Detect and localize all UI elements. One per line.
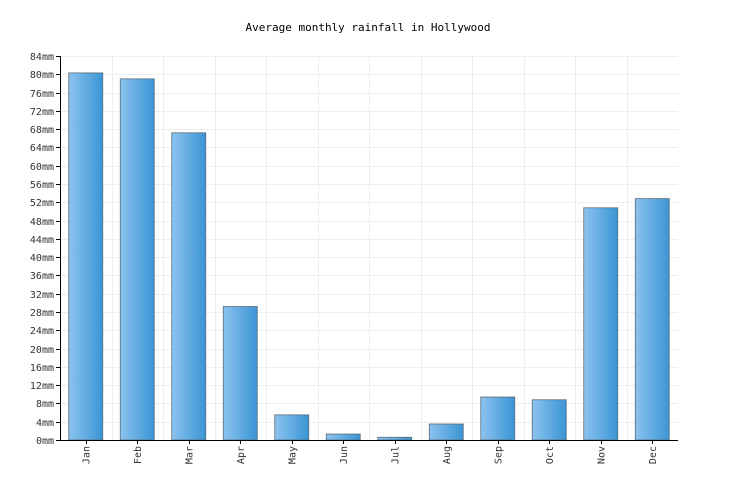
bar-feb <box>119 78 155 441</box>
x-tick-label: Apr <box>236 446 247 464</box>
x-tick-label: May <box>287 446 298 464</box>
x-tick-label: Jan <box>81 446 92 464</box>
y-tick-label: 24mm <box>30 326 54 337</box>
y-tick-label: 72mm <box>30 107 54 118</box>
y-tick-label: 84mm <box>30 52 54 63</box>
axes <box>56 56 678 444</box>
y-tick-label: 76mm <box>30 89 54 100</box>
y-tick-label: 32mm <box>30 290 54 301</box>
x-tick-label: Oct <box>545 446 556 464</box>
x-tick-label: Aug <box>442 446 453 464</box>
bar-jun <box>325 433 361 441</box>
bar-apr <box>222 306 258 441</box>
bar-oct <box>531 399 567 441</box>
y-tick-label: 44mm <box>30 235 54 246</box>
y-tick-label: 28mm <box>30 308 54 319</box>
y-tick-label: 40mm <box>30 253 54 264</box>
bar-nov <box>583 207 619 441</box>
x-tick-label: Jun <box>339 446 350 464</box>
y-tick-label: 20mm <box>30 345 54 356</box>
bar-dec <box>634 198 670 441</box>
y-tick-label: 56mm <box>30 180 54 191</box>
y-tick-label: 68mm <box>30 125 54 136</box>
x-tick-labels: Jan Feb Mar Apr May Jun Jul Aug Sep Oct Nov Dec <box>81 446 659 464</box>
bar-may <box>274 414 310 441</box>
grid-lines <box>60 56 678 440</box>
y-tick-label: 12mm <box>30 381 54 392</box>
y-tick-label: 8mm <box>36 399 54 410</box>
bar-mar <box>171 132 207 441</box>
y-tick-label: 52mm <box>30 198 54 209</box>
y-tick-label: 0mm <box>36 436 54 447</box>
x-tick-label: Nov <box>596 446 607 464</box>
y-tick-label: 64mm <box>30 143 54 154</box>
y-tick-label: 36mm <box>30 271 54 282</box>
bar-jul <box>377 436 413 441</box>
y-tick-label: 60mm <box>30 162 54 173</box>
y-tick-label: 48mm <box>30 217 54 228</box>
bar-sep <box>480 396 516 441</box>
bars <box>68 72 670 441</box>
x-tick-label: Sep <box>493 446 504 464</box>
y-tick-label: 80mm <box>30 70 54 81</box>
bar-jan <box>68 72 104 441</box>
x-tick-label: Jul <box>390 446 401 464</box>
x-tick-label: Mar <box>184 446 195 464</box>
bar-aug <box>428 423 464 441</box>
chart-title: Average monthly rainfall in Hollywood <box>245 21 490 34</box>
x-tick-label: Feb <box>133 446 144 464</box>
y-tick-label: 4mm <box>36 418 54 429</box>
y-tick-labels: 0mm 4mm 8mm 12mm 16mm 20mm 24mm 28mm 32mm 36mm 40m… <box>30 52 54 447</box>
y-tick-label: 16mm <box>30 363 54 374</box>
x-tick-label: Dec <box>648 446 659 464</box>
